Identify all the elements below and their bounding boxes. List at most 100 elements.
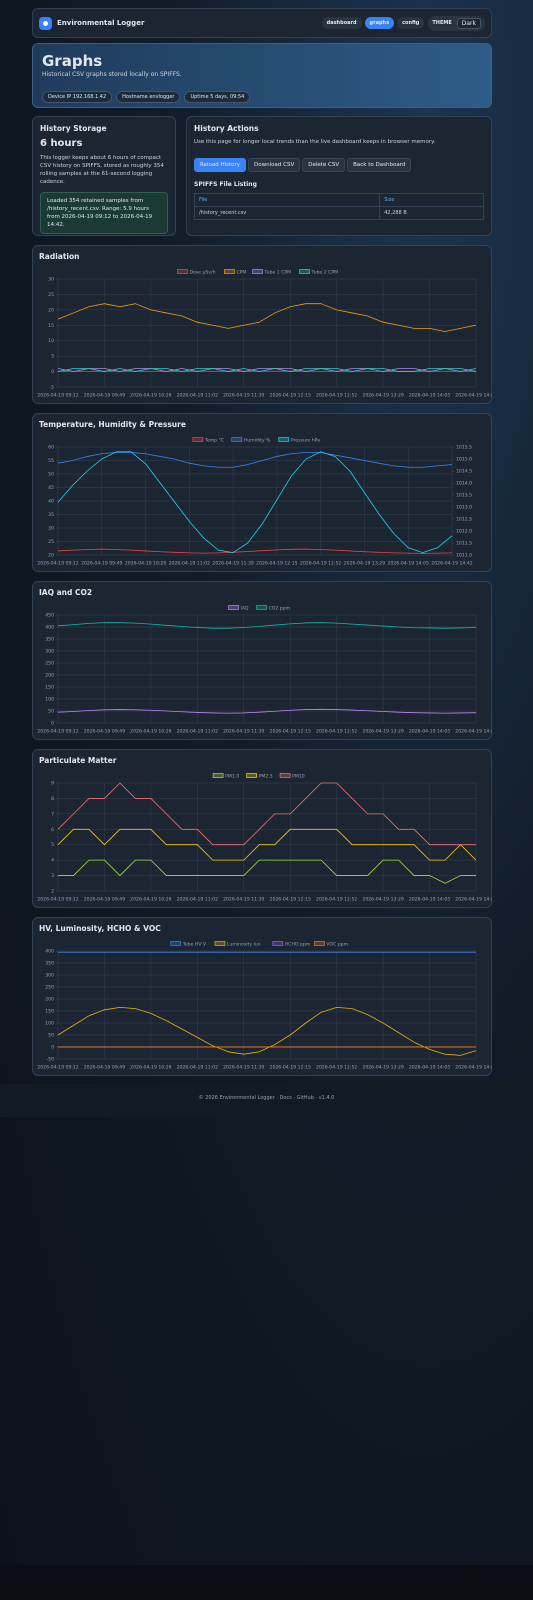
x-tick-label: 2026-04-19 13:29 (362, 1065, 403, 1071)
legend-swatch (224, 269, 235, 274)
chart: Temperature, Humidity & Pressure Temp °C H… (37, 420, 472, 567)
legend-swatch (299, 269, 310, 274)
legend-label: Temp °C (204, 438, 224, 444)
series-line (57, 452, 453, 468)
y-tick-label: 5 (51, 354, 54, 360)
y-tick-label: 50 (48, 472, 54, 478)
series-line (57, 782, 476, 846)
y-tick-label: 40 (48, 499, 54, 505)
legend-swatch (278, 437, 290, 442)
x-tick-label: 2026-04-19 11:02 (177, 393, 218, 399)
x-tick-label: 2026-04-19 11:39 (212, 561, 253, 567)
y-tick-label: 1011.0 (456, 553, 472, 559)
nav-link[interactable]: graphs (364, 17, 395, 29)
legend-label: Dose µSv/h (189, 270, 215, 276)
x-tick-label: 2026-04-19 09:49 (84, 729, 125, 735)
legend-swatch (256, 605, 267, 610)
y-tick-label: 1012.5 (456, 517, 472, 523)
table-cell: 42,288 B (379, 206, 484, 220)
legend-label: CO2 ppm (269, 606, 291, 612)
y-tick-label: 1012.0 (456, 529, 472, 535)
y-tick-label: 1013.0 (456, 505, 472, 511)
x-tick-label: 2026-04-19 11:39 (223, 729, 264, 735)
x-tick-label: 2026-04-19 11:39 (223, 393, 264, 399)
nav-link[interactable]: config (397, 17, 425, 29)
legend-label: Tube 2 CPM (311, 270, 339, 276)
x-tick-label: 2026-04-19 14:05 (409, 729, 450, 735)
x-tick-label: 2026-04-19 09:12 (37, 561, 78, 567)
chart-title: Particulate Matter (39, 756, 117, 765)
y-tick-label: 150 (45, 1009, 54, 1015)
y-tick-label: 55 (48, 458, 54, 464)
info-box: Loaded 354 retained samples from /histor… (40, 192, 168, 234)
chart: Particulate Matter PM1.0 PM2.5 PM10 2 3 4 5 6 7 8 9… (37, 756, 492, 903)
legend-swatch (192, 437, 204, 442)
y-tick-label: 30 (48, 526, 54, 532)
legend-swatch (177, 269, 188, 274)
y-tick-label: 1013.5 (456, 493, 472, 499)
series-line (57, 708, 477, 714)
legend-label: HCHO ppm (285, 942, 311, 948)
legend-label: PM1.0 (225, 774, 239, 780)
y-tick-label: 1011.5 (456, 541, 472, 547)
theme-select[interactable]: Dark (456, 17, 481, 29)
legend-swatch (228, 605, 239, 610)
chart-card: Radiation Dose µSv/h CPM Tube 1 CPM Tube 2 C… (32, 245, 492, 404)
y-tick-label: 450 (45, 613, 54, 619)
y-tick-label: 350 (45, 637, 54, 643)
x-tick-label: 2026-04-19 09:49 (84, 1065, 125, 1071)
x-tick-label: 2026-04-19 09:12 (37, 729, 78, 735)
series-line (57, 451, 453, 553)
legend-label: Luminosity lux (227, 942, 261, 948)
footer: © 2026 Environmental Logger · Docs · Git… (0, 1084, 533, 1117)
y-tick-label: -5 (49, 385, 54, 391)
chart-title: IAQ and CO2 (39, 588, 92, 597)
pill: Hostname envlogger (116, 91, 181, 103)
legend-swatch (212, 773, 224, 778)
duration: 6 hours (40, 138, 83, 149)
x-tick-label: 2026-04-19 11:02 (177, 1065, 218, 1071)
x-tick-label: 2026-04-19 09:49 (84, 897, 125, 903)
y-tick-label: 30 (48, 277, 54, 283)
chart-card: HV, Luminosity, HCHO & VOC Tube HV V Lumin… (32, 917, 492, 1076)
y-tick-label: 300 (45, 649, 54, 655)
nav-link[interactable]: dashboard (321, 17, 362, 29)
y-tick-label: 6 (51, 827, 54, 833)
x-tick-label: 2026-04-19 13:29 (362, 729, 403, 735)
series-line (57, 1007, 477, 1056)
pill: Device IP 192.168.1.42 (42, 91, 113, 103)
chart: Radiation Dose µSv/h CPM Tube 1 CPM Tube 2 C… (37, 252, 492, 399)
x-tick-label: 2026-04-19 14:05 (409, 1065, 450, 1071)
series-line (57, 368, 477, 372)
pill: Uptime 5 days, 09:54 (184, 91, 251, 103)
storage-card: History Storage 6 hours This logger keep… (32, 116, 176, 236)
y-tick-label: 60 (48, 445, 54, 451)
x-tick-label: 2026-04-19 10:26 (130, 393, 171, 399)
y-tick-label: 10 (48, 338, 54, 344)
actions-card: History Actions Use this page for longer… (186, 116, 492, 236)
series-line (58, 859, 476, 884)
x-tick-label: 2026-04-19 11:39 (223, 897, 264, 903)
y-tick-label: 35 (48, 512, 54, 518)
legend-swatch (246, 773, 257, 778)
button[interactable]: Download CSV (248, 158, 301, 172)
y-tick-label: 1014.5 (456, 469, 472, 475)
table-header: Size (379, 193, 484, 207)
legend-swatch (170, 941, 182, 946)
storage-text: This logger keeps about 6 hours of compa… (40, 155, 164, 185)
x-tick-label: 2026-04-19 12:15 (270, 729, 311, 735)
y-tick-label: 45 (48, 485, 54, 491)
button[interactable]: Reload History (194, 158, 247, 172)
legend-label: VOC ppm (326, 942, 348, 948)
button[interactable]: Delete CSV (302, 158, 346, 172)
header: Graphs Historical CSV graphs stored loca… (32, 43, 492, 108)
file-table: File Size /history_recent.csv 42,288 B (193, 193, 484, 220)
brand: Environmental Logger (57, 19, 145, 27)
x-tick-label: 2026-04-19 14:42 (455, 897, 492, 903)
y-tick-label: 0 (51, 369, 54, 375)
x-tick-label: 2026-04-19 14:42 (431, 561, 472, 567)
legend-label: IAQ (241, 606, 249, 612)
button[interactable]: Back to Dashboard (347, 158, 412, 172)
listing-title: SPIFFS File Listing (194, 181, 257, 188)
